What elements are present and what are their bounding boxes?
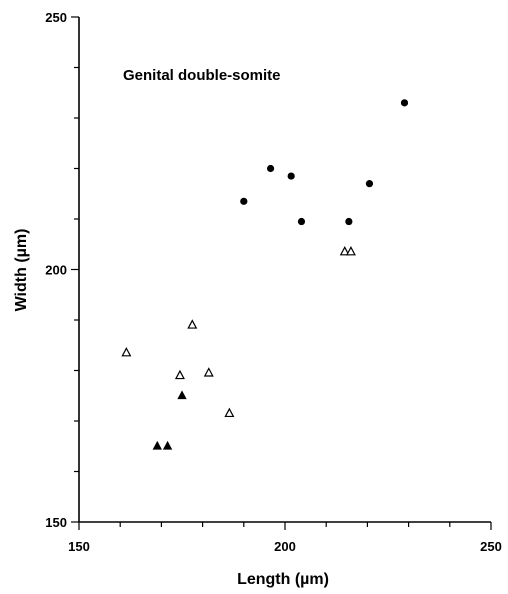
- data-points: [121, 99, 409, 450]
- x-axis-label: Length (µm): [237, 571, 329, 588]
- data-point-filled-triangle: [177, 390, 187, 400]
- data-point-filled-circle: [345, 217, 353, 226]
- data-point-filled-circle: [266, 164, 275, 173]
- data-point-filled-circle: [287, 172, 295, 180]
- y-tick-label: 200: [45, 263, 67, 278]
- data-point-open-triangle: [121, 347, 132, 357]
- data-point-filled-circle: [240, 197, 248, 205]
- y-tick-label: 150: [45, 515, 67, 530]
- data-point-filled-circle: [400, 99, 409, 107]
- y-axis-label: Width (µm): [13, 229, 30, 312]
- data-point-filled-circle: [365, 180, 374, 188]
- data-point-open-triangle: [187, 319, 198, 329]
- data-point-open-triangle: [224, 407, 235, 418]
- data-point-filled-circle: [297, 217, 306, 226]
- y-tick-label: 250: [45, 10, 67, 25]
- x-tick-label: 150: [68, 539, 90, 554]
- data-point-open-triangle: [345, 246, 356, 256]
- data-point-filled-triangle: [162, 440, 173, 450]
- data-point-open-triangle: [339, 246, 350, 256]
- ticks: [71, 16, 492, 530]
- x-tick-label: 200: [274, 539, 296, 554]
- chart-annotation: Genital double-somite: [123, 67, 281, 84]
- data-point-filled-triangle: [152, 440, 162, 450]
- x-tick-label: 250: [480, 539, 502, 554]
- data-point-open-triangle: [203, 367, 214, 377]
- data-point-open-triangle: [174, 369, 185, 380]
- axes: [78, 17, 491, 523]
- tick-labels: 150 200 250 150 200 250: [45, 10, 502, 554]
